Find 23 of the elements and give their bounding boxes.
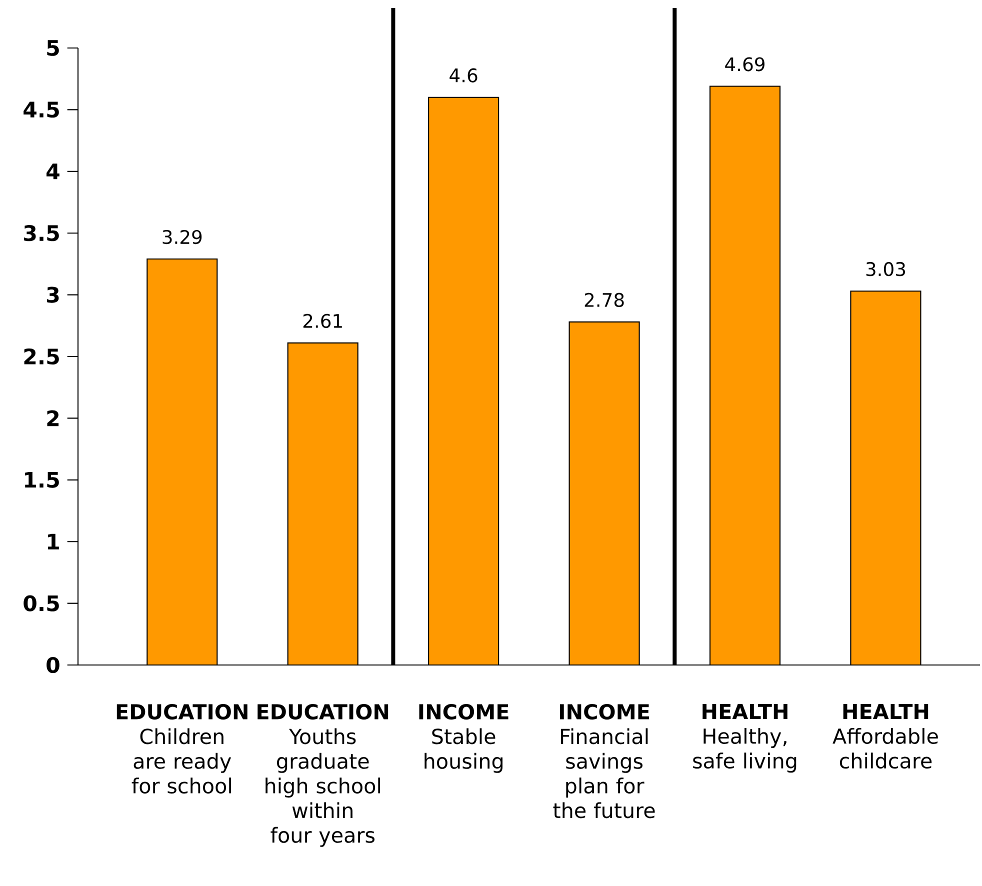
y-tick-label: 5 — [47, 40, 59, 56]
y-tick-label: 1 — [48, 534, 59, 550]
y-tick-label: 2 — [47, 410, 59, 426]
data-label: 4.69 — [725, 57, 764, 72]
y-tick-label: 3.5 — [24, 225, 59, 242]
x-tick-label: INCOME Stable housing — [419, 704, 508, 773]
x-tick-label: EDUCATION Youths graduate high school within four years — [258, 704, 388, 847]
x-tick-label: HEALTH Affordable childcare — [832, 704, 938, 769]
data-label: 2.61 — [303, 314, 342, 328]
y-tick-label: 1.5 — [25, 472, 59, 488]
data-label: 3.29 — [162, 230, 202, 244]
x-tick-label: INCOME Financial savings plan for the future — [553, 704, 655, 818]
x-tick-label: EDUCATION Children are ready for school — [116, 704, 248, 794]
y-tick-label: 4 — [46, 164, 60, 180]
data-label: 3.03 — [866, 262, 906, 276]
y-tick-label: 0.5 — [24, 595, 59, 612]
data-label: 4.6 — [450, 68, 478, 82]
data-label: 2.78 — [584, 292, 624, 308]
x-tick-label: HEALTH Healthy, safe living — [693, 704, 796, 773]
y-tick-label: 4.5 — [24, 102, 59, 118]
y-tick-label: 0 — [46, 656, 60, 674]
y-tick-label: 2.5 — [24, 348, 59, 365]
y-tick-label: 3 — [46, 286, 59, 303]
